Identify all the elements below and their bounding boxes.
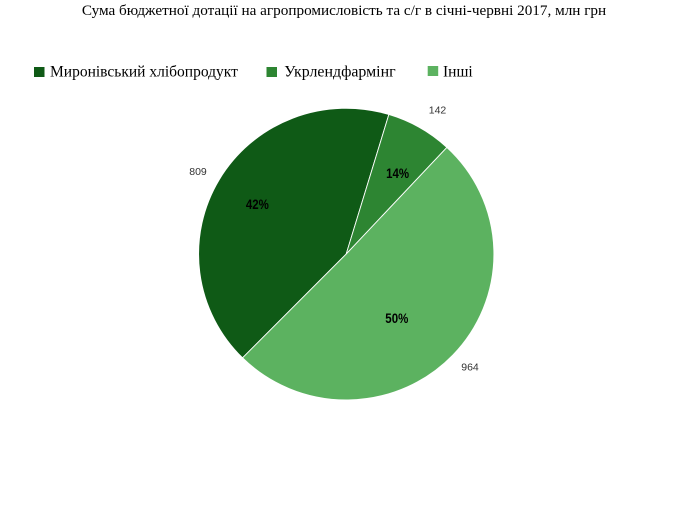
svg-text:809: 809	[189, 166, 207, 178]
svg-text:964: 964	[461, 361, 479, 373]
svg-text:50%: 50%	[385, 310, 409, 326]
svg-text:Сума бюджетної дотації на агро: Сума бюджетної дотації на агропромислові…	[82, 2, 606, 19]
svg-text:142: 142	[429, 104, 447, 116]
svg-text:Укрлендфармінг: Укрлендфармінг	[284, 64, 396, 81]
svg-text:14%: 14%	[386, 165, 410, 181]
svg-text:Миронівський хлібопродукт: Миронівський хлібопродукт	[50, 64, 238, 81]
svg-text:42%: 42%	[246, 196, 270, 212]
svg-text:Інші: Інші	[443, 64, 473, 81]
